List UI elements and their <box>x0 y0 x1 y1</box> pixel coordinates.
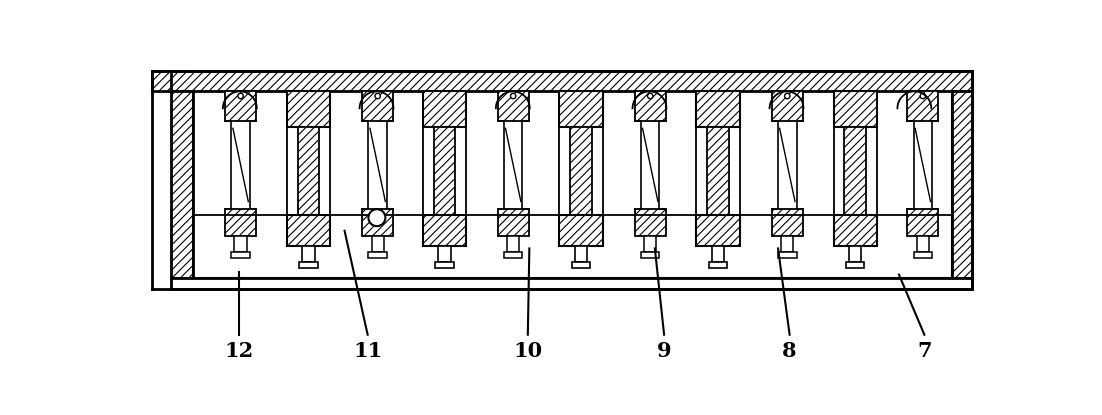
Circle shape <box>785 93 790 99</box>
Bar <box>781 236 793 251</box>
Text: 12: 12 <box>225 341 253 361</box>
Bar <box>363 121 393 209</box>
Text: 10: 10 <box>514 341 542 361</box>
Bar <box>771 209 802 236</box>
Bar <box>833 91 876 127</box>
Bar <box>849 246 862 261</box>
Bar <box>635 121 666 209</box>
Text: 7: 7 <box>917 341 931 361</box>
Bar <box>771 121 802 209</box>
Text: 11: 11 <box>353 341 382 361</box>
Bar <box>644 236 657 251</box>
Bar <box>298 127 320 215</box>
Bar <box>560 91 603 127</box>
Bar <box>696 91 739 127</box>
Circle shape <box>510 93 516 99</box>
Circle shape <box>375 93 380 99</box>
Bar <box>368 251 387 258</box>
Bar <box>560 215 603 246</box>
Bar <box>907 121 938 209</box>
Bar <box>712 246 724 261</box>
Bar <box>570 127 592 215</box>
Bar <box>778 251 797 258</box>
Bar <box>171 71 972 91</box>
Bar <box>225 209 256 236</box>
Bar <box>575 246 587 261</box>
Bar <box>907 91 938 121</box>
Circle shape <box>368 209 386 226</box>
Bar <box>423 215 466 246</box>
Circle shape <box>920 93 926 99</box>
Bar <box>363 209 393 236</box>
Bar <box>572 261 591 268</box>
Bar <box>423 91 466 127</box>
Circle shape <box>648 93 653 99</box>
Bar <box>833 215 876 246</box>
Bar <box>696 215 739 246</box>
Bar <box>952 91 972 278</box>
Text: 8: 8 <box>782 341 797 361</box>
Circle shape <box>238 93 244 99</box>
Bar <box>371 236 383 251</box>
Bar <box>709 261 727 268</box>
Bar <box>907 209 938 236</box>
Bar <box>171 91 193 278</box>
Bar <box>299 261 317 268</box>
Bar <box>435 261 454 268</box>
Bar <box>635 209 666 236</box>
Bar <box>641 251 659 258</box>
Text: 9: 9 <box>657 341 671 361</box>
Bar <box>171 278 972 288</box>
Bar <box>498 121 529 209</box>
Bar <box>914 251 932 258</box>
Bar <box>635 91 666 121</box>
Bar <box>498 209 529 236</box>
Bar <box>152 71 191 91</box>
Bar <box>917 236 929 251</box>
Bar <box>439 246 451 261</box>
Bar <box>225 91 256 121</box>
Bar <box>507 236 519 251</box>
Bar <box>225 121 256 209</box>
Bar <box>844 127 866 215</box>
Bar <box>302 246 314 261</box>
Bar <box>235 236 247 251</box>
Bar <box>504 251 522 258</box>
Bar <box>707 127 728 215</box>
Bar <box>231 251 250 258</box>
Bar <box>434 127 455 215</box>
Bar <box>287 91 329 127</box>
Bar <box>846 261 864 268</box>
Bar <box>498 91 529 121</box>
Bar <box>287 215 329 246</box>
Bar <box>771 91 802 121</box>
Bar <box>363 91 393 121</box>
